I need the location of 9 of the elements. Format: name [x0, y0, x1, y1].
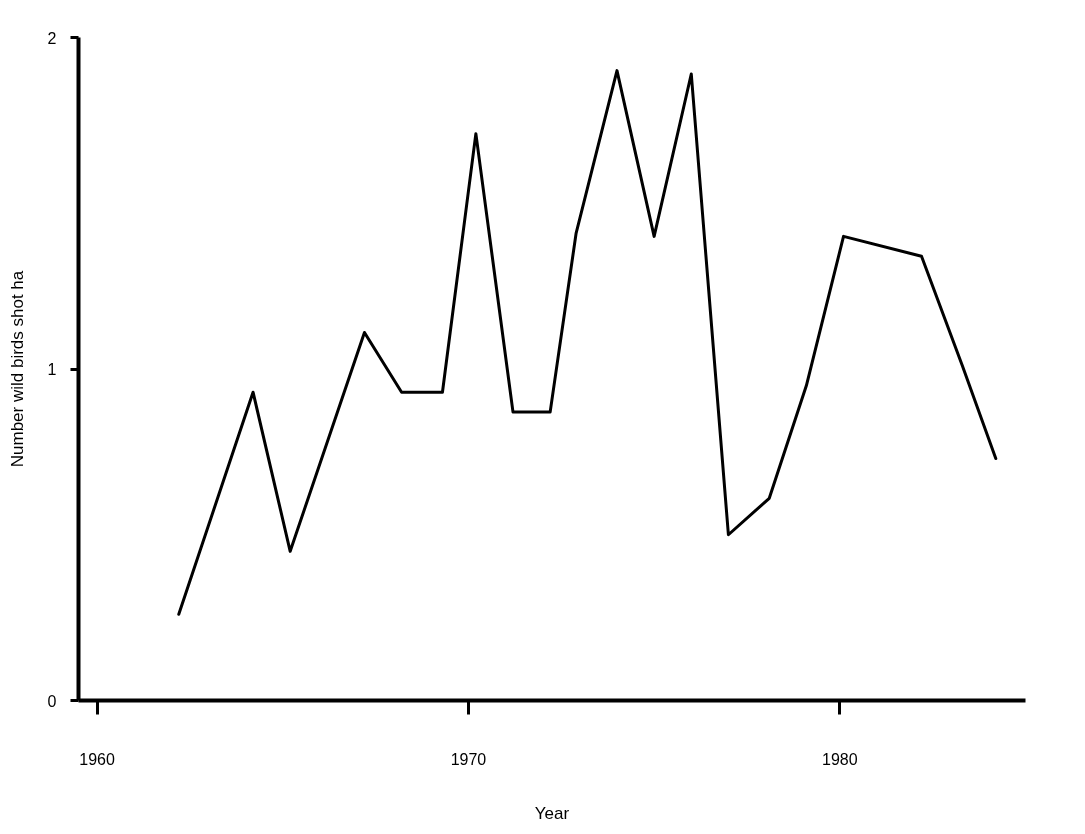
- line-series: [177, 69, 998, 616]
- x-tick-label: 1960: [79, 750, 115, 768]
- y-tick-label: 1: [47, 361, 57, 378]
- y-axis-title: Number wild birds shot ha: [7, 270, 27, 468]
- x-tick-label: 1970: [450, 750, 487, 768]
- x-tick-label: 1980: [822, 750, 858, 768]
- y-tick-label: 0: [47, 692, 57, 710]
- y-tick-label: 2: [47, 29, 57, 47]
- x-axis-title: Year: [534, 803, 570, 823]
